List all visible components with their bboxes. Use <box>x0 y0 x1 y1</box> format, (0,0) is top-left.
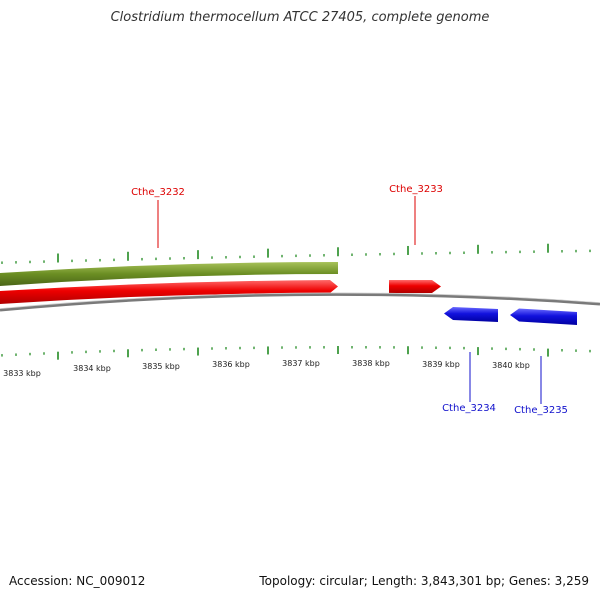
gene-arrow-cthe-3234[interactable] <box>444 307 498 322</box>
map-title: Clostridium thermocellum ATCC 27405, com… <box>110 10 490 25</box>
scale-label: 3840 kbp <box>492 361 530 370</box>
scale-label: 3839 kbp <box>422 360 460 369</box>
accession-text: Accession: NC_009012 <box>9 574 146 588</box>
gene-arrow-cthe-3232[interactable] <box>0 280 338 304</box>
gene-label-cthe-3235[interactable]: Cthe_3235 <box>514 405 568 416</box>
scale-label: 3838 kbp <box>352 359 390 368</box>
scale-label: 3837 kbp <box>282 359 320 368</box>
scale-label: 3836 kbp <box>212 360 250 369</box>
outer-tick-ring <box>1 243 591 264</box>
gc-content-arc <box>0 262 338 286</box>
scale-label: 3833 kbp <box>3 369 41 378</box>
gene-arrow-cthe-3233[interactable] <box>389 280 441 293</box>
gene-arrow-cthe-3235[interactable] <box>510 308 577 326</box>
genome-backbone <box>0 292 600 312</box>
inner-tick-ring <box>1 346 591 360</box>
scale-label: 3834 kbp <box>73 364 111 373</box>
gene-label-cthe-3233[interactable]: Cthe_3233 <box>389 184 443 195</box>
scale-label: 3835 kbp <box>142 362 180 371</box>
gene-label-cthe-3232[interactable]: Cthe_3232 <box>131 187 185 198</box>
genome-summary: Topology: circular; Length: 3,843,301 bp… <box>259 574 589 588</box>
scale-labels: 3833 kbp 3834 kbp 3835 kbp 3836 kbp 3837… <box>3 359 530 378</box>
gene-label-cthe-3234[interactable]: Cthe_3234 <box>442 403 496 414</box>
